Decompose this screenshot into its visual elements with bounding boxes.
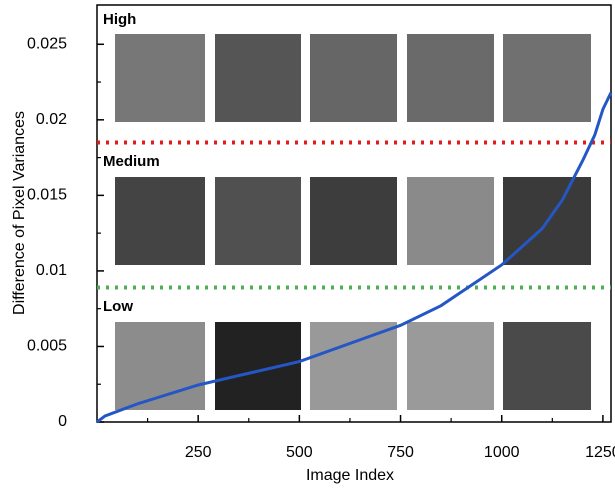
- band-label: Medium: [103, 153, 160, 170]
- thumbnail: [407, 177, 494, 265]
- page: {"chart_data": {"type": "line", "x_label…: [0, 0, 615, 489]
- x-tick-label: 500: [286, 444, 313, 461]
- y-tick-label: 0: [58, 413, 67, 430]
- x-tick-label: 250: [185, 444, 212, 461]
- thumbnail: [115, 34, 205, 122]
- thumbnail: [115, 177, 205, 265]
- chart: Image Index Difference of Pixel Variance…: [0, 0, 615, 489]
- x-tick-label: 1000: [484, 444, 520, 461]
- thumbnail: [310, 322, 397, 410]
- x-axis-label: Image Index: [306, 467, 394, 484]
- thumbnail: [215, 34, 301, 122]
- x-tick-label: 750: [387, 444, 414, 461]
- band-label: Low: [103, 298, 133, 315]
- y-tick-label: 0.02: [36, 111, 67, 128]
- y-tick-label: 0.01: [36, 262, 67, 279]
- band-label: High: [103, 11, 136, 28]
- thumbnails: [115, 34, 591, 410]
- thumbnail: [503, 322, 591, 410]
- y-tick-label: 0.005: [27, 338, 67, 355]
- thumbnail: [407, 322, 494, 410]
- y-tick-label: 0.015: [27, 187, 67, 204]
- thumbnail: [310, 34, 397, 122]
- thumbnail: [503, 34, 591, 122]
- thumbnail: [215, 177, 301, 265]
- y-axis-label: Difference of Pixel Variances: [11, 111, 28, 315]
- y-tick-label: 0.025: [27, 36, 67, 53]
- x-tick-label: 1250: [585, 444, 615, 461]
- thumbnail: [310, 177, 397, 265]
- thumbnail: [407, 34, 494, 122]
- thumbnail: [215, 322, 301, 410]
